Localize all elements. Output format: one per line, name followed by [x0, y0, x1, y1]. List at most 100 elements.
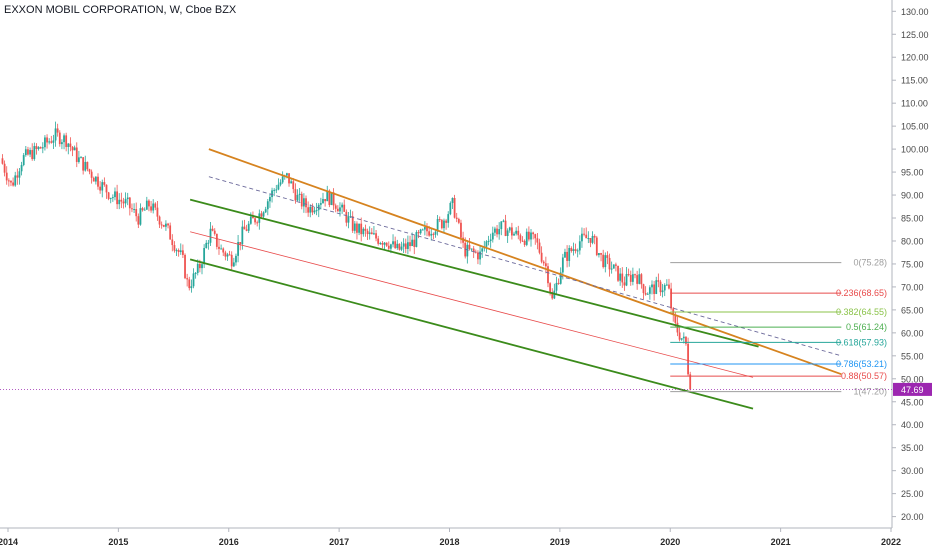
channel-line-upper-trend [208, 148, 842, 376]
candle-body [10, 180, 12, 183]
candle-body [612, 264, 615, 269]
candle-body [538, 242, 541, 253]
candle-body [22, 155, 25, 165]
candle-body [440, 219, 443, 229]
candle-body [489, 239, 492, 242]
candle-body [631, 274, 634, 282]
candle-body [235, 255, 237, 263]
candle-body [326, 190, 329, 202]
candle-body [103, 182, 106, 185]
candle-body [152, 203, 155, 211]
candle-body [27, 149, 29, 155]
candle-body [436, 219, 439, 232]
candle-body [646, 293, 649, 295]
candle-body [7, 180, 10, 182]
candle-body [466, 244, 469, 257]
candle-body [336, 208, 339, 212]
candle-body [154, 203, 157, 208]
candle-body [398, 243, 401, 250]
candle-body [94, 176, 97, 182]
fib-level-label: 0.618(57.93) [836, 337, 887, 347]
fib-level-label: 0.88(50.57) [841, 371, 887, 381]
candle-body [487, 241, 490, 243]
candle-body [356, 223, 358, 233]
y-tick-label: 120.00 [901, 53, 929, 63]
candle-body [305, 198, 307, 208]
candle-body [532, 232, 535, 235]
candle-body [515, 230, 518, 234]
candle-body [80, 157, 82, 159]
candle-body [615, 264, 617, 266]
channel-line-mid-trend [189, 198, 759, 348]
candle-body [574, 249, 577, 251]
candle-body [275, 189, 278, 191]
candle-body [218, 246, 220, 249]
candle-body [629, 274, 632, 282]
candle-body [536, 238, 539, 243]
candle-body [625, 274, 628, 286]
drawings-layer [189, 148, 842, 410]
candle-body [29, 150, 31, 155]
candle-body [366, 230, 369, 235]
candle-body [468, 244, 471, 250]
candle-body [351, 216, 354, 231]
candle-body [322, 199, 324, 204]
candle-body [67, 143, 70, 147]
candle-body [114, 191, 116, 198]
candle-body [381, 243, 384, 245]
candle-body [58, 132, 61, 145]
candle-body [530, 232, 532, 240]
candle-body [472, 248, 475, 252]
candle-body [491, 232, 494, 240]
candle-body [377, 238, 380, 244]
candle-body [653, 284, 656, 294]
x-tick-label: 2017 [329, 537, 349, 547]
candle-body [523, 240, 526, 245]
candle-body [271, 190, 273, 198]
candle-body [549, 283, 552, 293]
candle-body [670, 288, 672, 309]
candle-body [198, 263, 201, 269]
candle-body [426, 227, 428, 232]
candle-body [387, 245, 390, 249]
candle-body [292, 181, 295, 190]
candle-body [375, 233, 377, 239]
candle-body [572, 249, 575, 252]
candle-body [421, 229, 424, 231]
candle-body [413, 239, 416, 247]
candle-body [277, 184, 280, 190]
candle-body [445, 220, 448, 223]
candle-body [494, 228, 496, 233]
candle-body [69, 143, 72, 147]
candle-body [158, 216, 161, 225]
candle-body [648, 287, 651, 294]
candle-body [88, 169, 91, 172]
candle-body [156, 207, 159, 217]
candle-body [5, 172, 8, 181]
candle-body [542, 261, 545, 264]
y-tick-label: 115.00 [901, 76, 928, 86]
y-tick-label: 30.00 [901, 466, 924, 476]
candle-body [222, 248, 225, 253]
candle-body [194, 272, 197, 274]
candle-body [298, 193, 301, 195]
candle-body [370, 232, 373, 235]
candle-body [500, 221, 503, 230]
candle-body [640, 274, 643, 285]
candle-body [232, 262, 235, 267]
candle-body [86, 161, 89, 170]
candle-body [360, 223, 363, 235]
candle-body [31, 150, 34, 160]
candle-body [50, 141, 53, 143]
candle-body [169, 225, 172, 240]
x-tick-label: 2014 [0, 537, 18, 547]
candle-body [269, 197, 271, 202]
candle-body [555, 282, 558, 291]
candle-body [77, 157, 80, 162]
candle-body [61, 142, 63, 145]
candle-body [131, 208, 133, 210]
candle-body [160, 224, 163, 226]
candle-body [619, 273, 622, 281]
candle-body [237, 242, 239, 256]
